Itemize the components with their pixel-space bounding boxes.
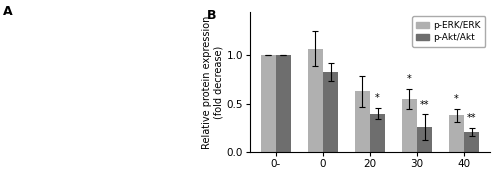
Bar	[355, 91, 370, 152]
Text: A: A	[2, 5, 12, 18]
Text: B: B	[207, 9, 216, 22]
Bar	[261, 55, 276, 152]
Text: *: *	[454, 94, 459, 104]
Bar	[323, 72, 338, 152]
Bar	[402, 99, 417, 152]
Bar	[417, 127, 432, 152]
Y-axis label: Relative protein expression
(fold decrease): Relative protein expression (fold decrea…	[202, 15, 224, 149]
Text: *: *	[407, 75, 412, 84]
Bar	[449, 115, 464, 152]
Bar	[370, 114, 385, 152]
Legend: p-ERK/ERK, p-Akt/Akt: p-ERK/ERK, p-Akt/Akt	[412, 16, 486, 47]
Bar	[276, 55, 291, 152]
Bar	[464, 132, 479, 152]
Text: *: *	[375, 93, 380, 103]
Text: **: **	[467, 113, 476, 123]
Text: **: **	[420, 100, 430, 110]
Bar	[308, 49, 323, 152]
